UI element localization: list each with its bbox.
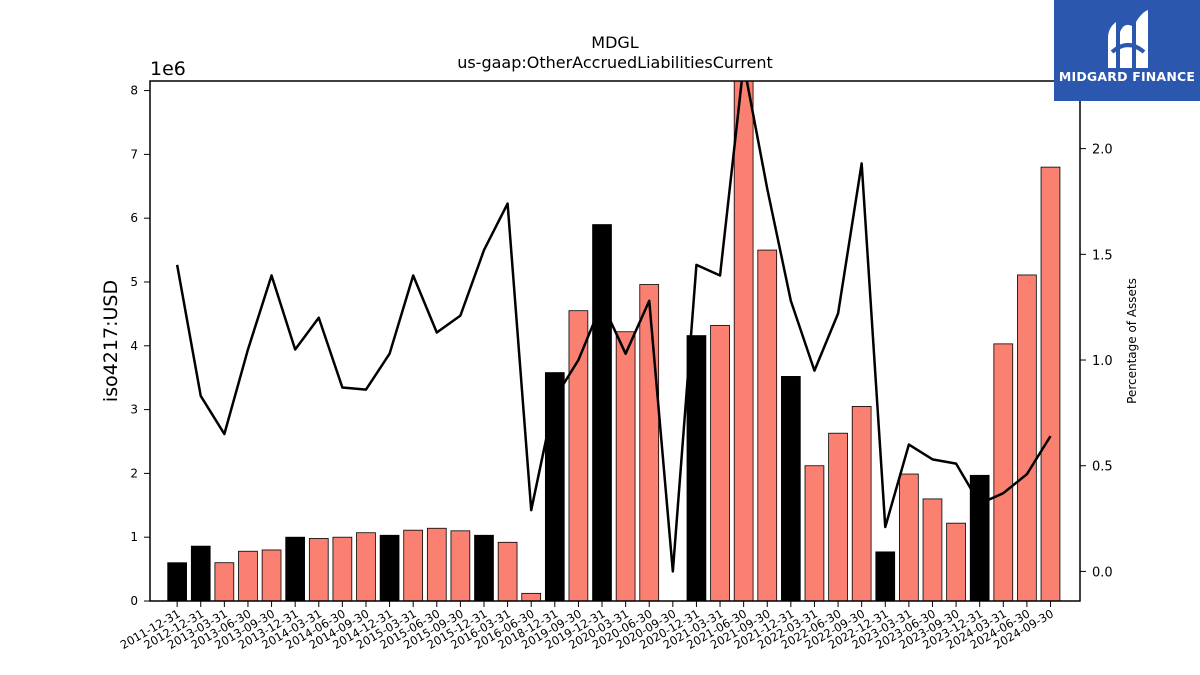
bar-2019-12-31 [592,224,612,602]
y-offset-label: 1e6 [150,58,186,80]
y-tick-label: 2 [130,466,138,480]
y2-tick-label: 1.5 [1092,248,1113,263]
pct-of-assets-line [175,81,1052,573]
chart-subtitle: us-gaap:OtherAccruedLiabilitiesCurrent [457,53,773,72]
bar-2012-12-31 [190,545,211,602]
y2-tick-label: 1.0 [1092,354,1113,369]
chart-title: MDGL [591,33,639,52]
midgard-logo-icon [1108,10,1148,68]
bar-2011-12-31 [167,562,187,602]
pct-line-layer [175,81,1052,573]
y2-tick-label: 2.0 [1092,143,1113,158]
bar-2015-03-31 [403,529,424,602]
bar-2023-09-30 [946,522,966,602]
y-tick-label: 5 [130,275,138,289]
bar-2020-12-31 [686,335,707,602]
y-tick-label: 8 [130,84,138,98]
y2-axis-label: Percentage of Assets [1125,278,1139,404]
logo-text: MIDGARD FINANCE [1058,69,1196,84]
bar-2013-12-31 [285,536,306,602]
y-tick-label: 0 [130,594,138,608]
bar-2019-09-30 [568,310,589,602]
bar-2013-09-30 [261,549,282,602]
bar-2015-06-30 [426,527,447,602]
bar-2018-12-31 [544,372,565,602]
plot-frame [149,80,1081,602]
bar-2022-03-31 [804,465,825,602]
y-axis-label: iso4217:USD [100,280,122,402]
bar-2024-06-30 [1017,274,1037,602]
bar-2016-03-31 [497,541,518,602]
bar-2021-03-31 [710,324,730,602]
bar-2020-06-30 [639,284,660,602]
y-tick-label: 7 [130,147,138,161]
bar-2015-09-30 [450,530,471,602]
y-tick-label: 4 [130,339,138,353]
bar-2014-09-30 [356,532,376,602]
bars [167,80,1061,602]
bar-2023-03-31 [899,473,919,602]
y2-tick-label: 0.0 [1092,565,1113,580]
bar-2013-03-31 [214,562,235,602]
bar-2022-06-30 [828,432,848,602]
bar-2014-03-31 [308,538,329,602]
y-tick-label: 1 [130,530,138,544]
logo: MIDGARD FINANCE [1054,0,1200,101]
bar-2021-06-30 [733,80,754,602]
bar-2013-06-30 [238,550,258,602]
bar-2014-12-31 [379,534,400,602]
bar-2016-06-30 [521,592,542,602]
bar-2020-03-31 [615,331,636,602]
bar-2024-03-31 [993,343,1014,602]
bar-2024-09-30 [1040,166,1061,602]
y2-tick-label: 0.5 [1092,460,1113,475]
bar-2023-06-30 [922,498,943,602]
bar-2015-12-31 [474,534,494,602]
bar-2022-12-31 [875,551,896,602]
bar-2021-09-30 [757,249,778,602]
bar-2014-06-30 [332,536,353,602]
bar-2022-09-30 [851,405,872,602]
bar-2021-12-31 [781,376,801,602]
y-tick-label: 6 [130,211,138,225]
y-tick-label: 3 [130,403,138,417]
